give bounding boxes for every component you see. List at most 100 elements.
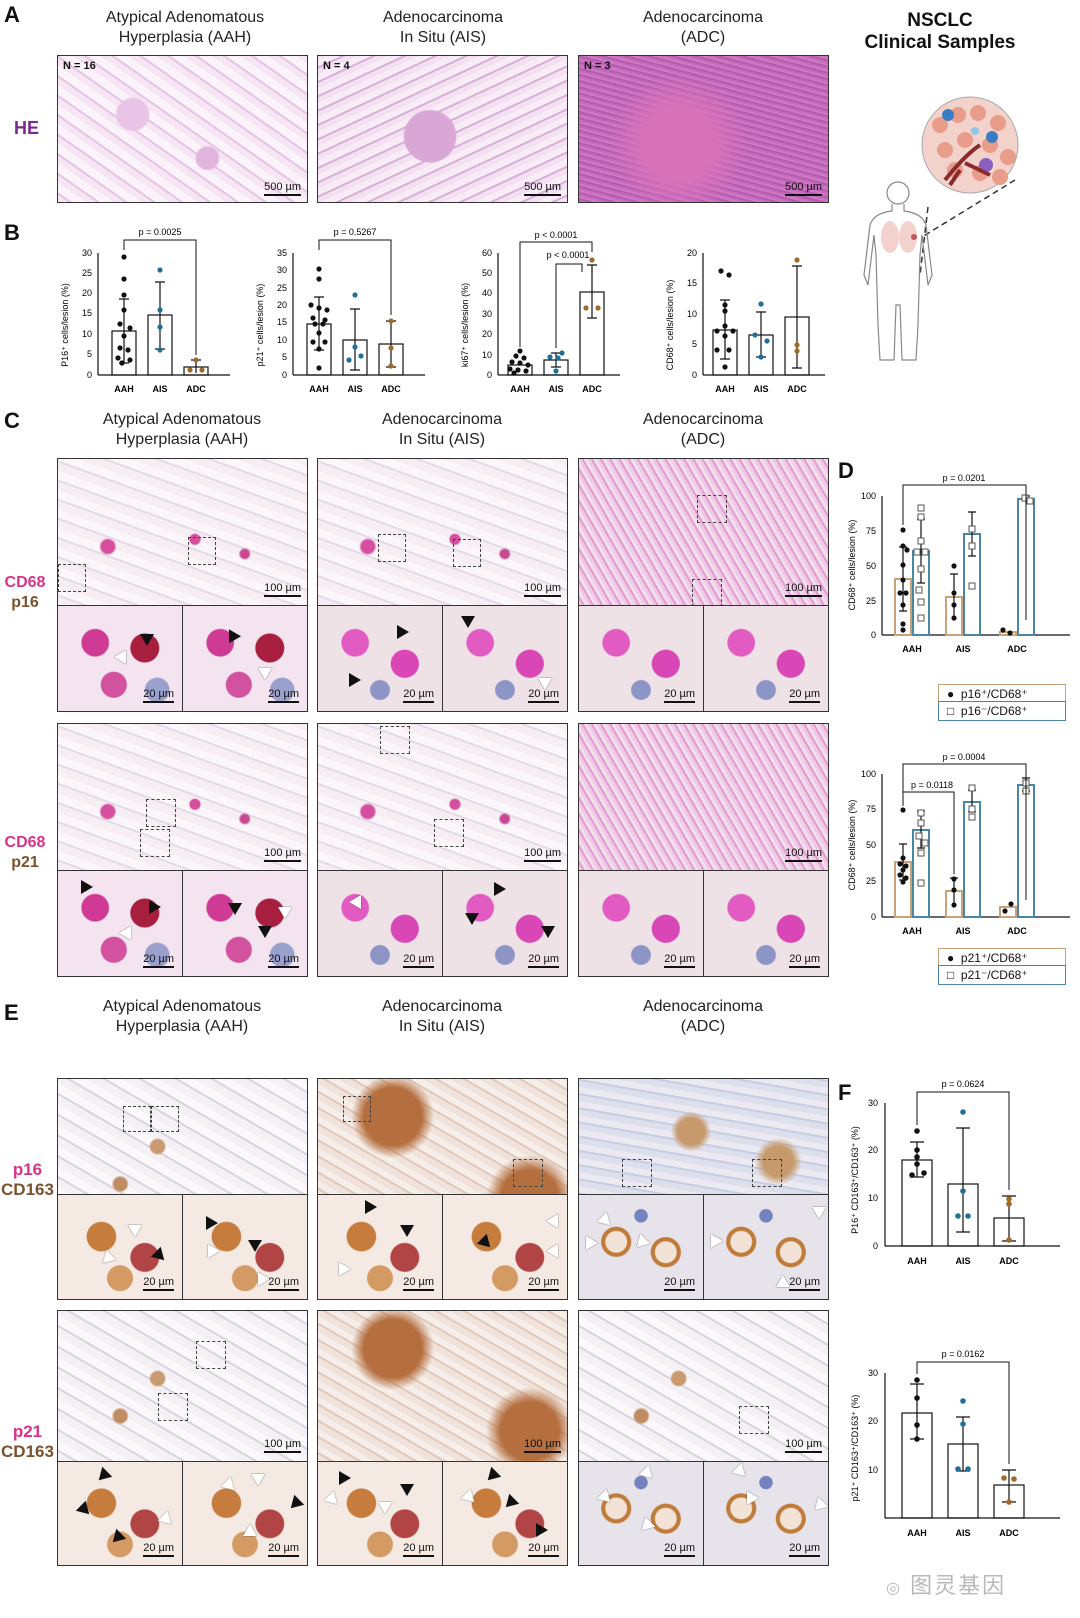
- svg-text:50: 50: [866, 561, 876, 571]
- svg-text:ADC: ADC: [999, 1528, 1019, 1538]
- zoom-region-box: [513, 1159, 543, 1187]
- p-value: p = 0.5267: [334, 227, 377, 237]
- scale-bar: 100 µm: [524, 582, 561, 597]
- arrowhead-black-icon: [400, 1484, 414, 1496]
- svg-text:0: 0: [871, 912, 876, 922]
- title-line: (ADC): [680, 1018, 726, 1035]
- p-value: p = 0.0201: [943, 473, 986, 483]
- arrowhead-black-icon: [465, 913, 479, 925]
- stain-label: p21: [12, 1422, 43, 1441]
- arrowhead-black-icon: [93, 1466, 113, 1486]
- legend-p16-pos: ● p16⁺/CD68⁺: [938, 684, 1066, 704]
- open-square-icon: □: [947, 968, 955, 982]
- arrowhead-black-icon: [397, 625, 409, 639]
- column-title-aah: Atypical Adenomatous Hyperplasia (AAH): [57, 410, 307, 450]
- zoom-region-box: [196, 1341, 226, 1369]
- human-body-outline-icon: [863, 181, 933, 361]
- svg-text:AAH: AAH: [510, 384, 530, 394]
- svg-text:AIS: AIS: [955, 1528, 970, 1538]
- arrowhead-black-icon: [285, 1494, 305, 1514]
- svg-text:100: 100: [861, 769, 876, 779]
- arrowhead-white-icon: [208, 1244, 220, 1258]
- ihc-image-ais-p21-cd163: 100 µm: [317, 1310, 568, 1462]
- ihc-image-adc-p21-cd163: 100 µm: [578, 1310, 829, 1462]
- scale-bar: 20 µm: [789, 1542, 820, 1557]
- panel-letter-b: B: [4, 220, 20, 245]
- title-line: Adenocarcinoma: [381, 998, 503, 1015]
- arrowhead-white-icon: [596, 1211, 616, 1231]
- schematic-title: NSCLC Clinical Samples: [840, 10, 1040, 54]
- scale-bar: 20 µm: [268, 953, 299, 968]
- arrowhead-white-icon: [812, 1207, 826, 1219]
- svg-text:100: 100: [861, 491, 876, 501]
- title-line: In Situ (AIS): [398, 1018, 486, 1035]
- panel-letter-a: A: [4, 2, 20, 27]
- svg-text:10: 10: [868, 1193, 878, 1203]
- stain-label: CD163: [1, 1180, 54, 1199]
- scale-bar: 20 µm: [268, 1542, 299, 1557]
- ihc-zoom-ais-p16-cd163-1: 20 µm: [317, 1194, 443, 1300]
- ihc-zoom-ais-p21-cd163-1: 20 µm: [317, 1461, 443, 1566]
- panel-letter-d: D: [838, 458, 854, 483]
- scale-bar: 20 µm: [789, 1276, 820, 1291]
- scale-bar: 100 µm: [524, 847, 561, 862]
- legend-label: p21⁺/CD68⁺: [960, 951, 1028, 965]
- scale-bar: 100 µm: [524, 1438, 561, 1453]
- he-image-ais: N = 4 500 µm: [317, 55, 568, 203]
- scale-bar: 20 µm: [789, 953, 820, 968]
- arrowhead-black-icon: [536, 1523, 548, 1537]
- svg-text:25: 25: [866, 876, 876, 886]
- arrowhead-black-icon: [107, 1528, 127, 1548]
- svg-text:AIS: AIS: [347, 384, 362, 394]
- svg-text:15: 15: [687, 278, 697, 288]
- ihc-zoom-ais-p16-2: 20 µm: [442, 605, 568, 712]
- stain-label: p21: [11, 854, 39, 871]
- svg-text:0: 0: [87, 370, 92, 380]
- ihc-zoom-ais-p16-cd163-2: 20 µm: [442, 1194, 568, 1300]
- svg-text:30: 30: [82, 248, 92, 258]
- svg-text:AIS: AIS: [955, 644, 970, 654]
- chart-p21-cd163: p21⁺ CD163⁺/CD163⁺ (%) 10 20 30 p = 0.0162…: [850, 1349, 1060, 1538]
- scale-bar: 20 µm: [268, 1276, 299, 1291]
- p-value: p = 0.0118: [911, 780, 953, 790]
- scale-bar: 20 µm: [528, 1542, 559, 1557]
- zoom-region-box: [58, 564, 86, 592]
- svg-text:AIS: AIS: [955, 926, 970, 936]
- svg-text:ADC: ADC: [1007, 926, 1027, 936]
- chart-ki67: ki67⁺ cells/lesion (%) 0 10 20 30 40 50 60 p <…: [460, 230, 620, 394]
- chart-p21-cd68: CD68⁺ cells/lesion (%) 0 25 50 75 100 p = 0.…: [847, 752, 1070, 936]
- ihc-zoom-ais-p16-1: 20 µm: [317, 605, 443, 712]
- stain-label: p16: [12, 1160, 43, 1179]
- arrowhead-black-icon: [81, 880, 93, 894]
- svg-text:30: 30: [868, 1098, 878, 1108]
- svg-text:AAH: AAH: [907, 1256, 927, 1266]
- svg-text:60: 60: [482, 248, 492, 258]
- arrowhead-white-icon: [776, 1275, 790, 1287]
- scale-bar: 20 µm: [403, 1276, 434, 1291]
- svg-text:P16⁺ CD163⁺/CD163⁺ (%): P16⁺ CD163⁺/CD163⁺ (%): [850, 1126, 860, 1234]
- svg-text:35: 35: [277, 248, 287, 258]
- title-line: In Situ (AIS): [399, 29, 487, 46]
- svg-text:20: 20: [687, 248, 697, 258]
- zoom-region-box: [739, 1406, 769, 1434]
- scale-bar: 20 µm: [789, 688, 820, 703]
- svg-text:ADC: ADC: [999, 1256, 1019, 1266]
- zoom-region-box: [453, 539, 481, 567]
- svg-text:AAH: AAH: [902, 644, 922, 654]
- svg-text:CD68⁺ cells/lesion (%): CD68⁺ cells/lesion (%): [847, 800, 857, 891]
- svg-text:20: 20: [868, 1416, 878, 1426]
- zoom-region-box: [378, 534, 406, 562]
- arrowhead-white-icon: [546, 1244, 558, 1258]
- title-line: Adenocarcinoma: [642, 9, 764, 26]
- arrowhead-white-icon: [258, 668, 272, 680]
- ihc-zoom-aah-p16-1: 20 µm: [57, 605, 183, 712]
- scale-bar: 100 µm: [785, 582, 822, 597]
- scale-bar: 20 µm: [528, 688, 559, 703]
- svg-text:p21⁺ cells/lesion (%): p21⁺ cells/lesion (%): [255, 284, 265, 367]
- title-line: (ADC): [680, 431, 726, 448]
- title-line: In Situ (AIS): [398, 431, 486, 448]
- zoom-region-box: [158, 1393, 188, 1421]
- ihc-zoom-adc-p16-2: 20 µm: [703, 605, 829, 712]
- svg-text:5: 5: [87, 349, 92, 359]
- arrowhead-black-icon: [258, 926, 272, 938]
